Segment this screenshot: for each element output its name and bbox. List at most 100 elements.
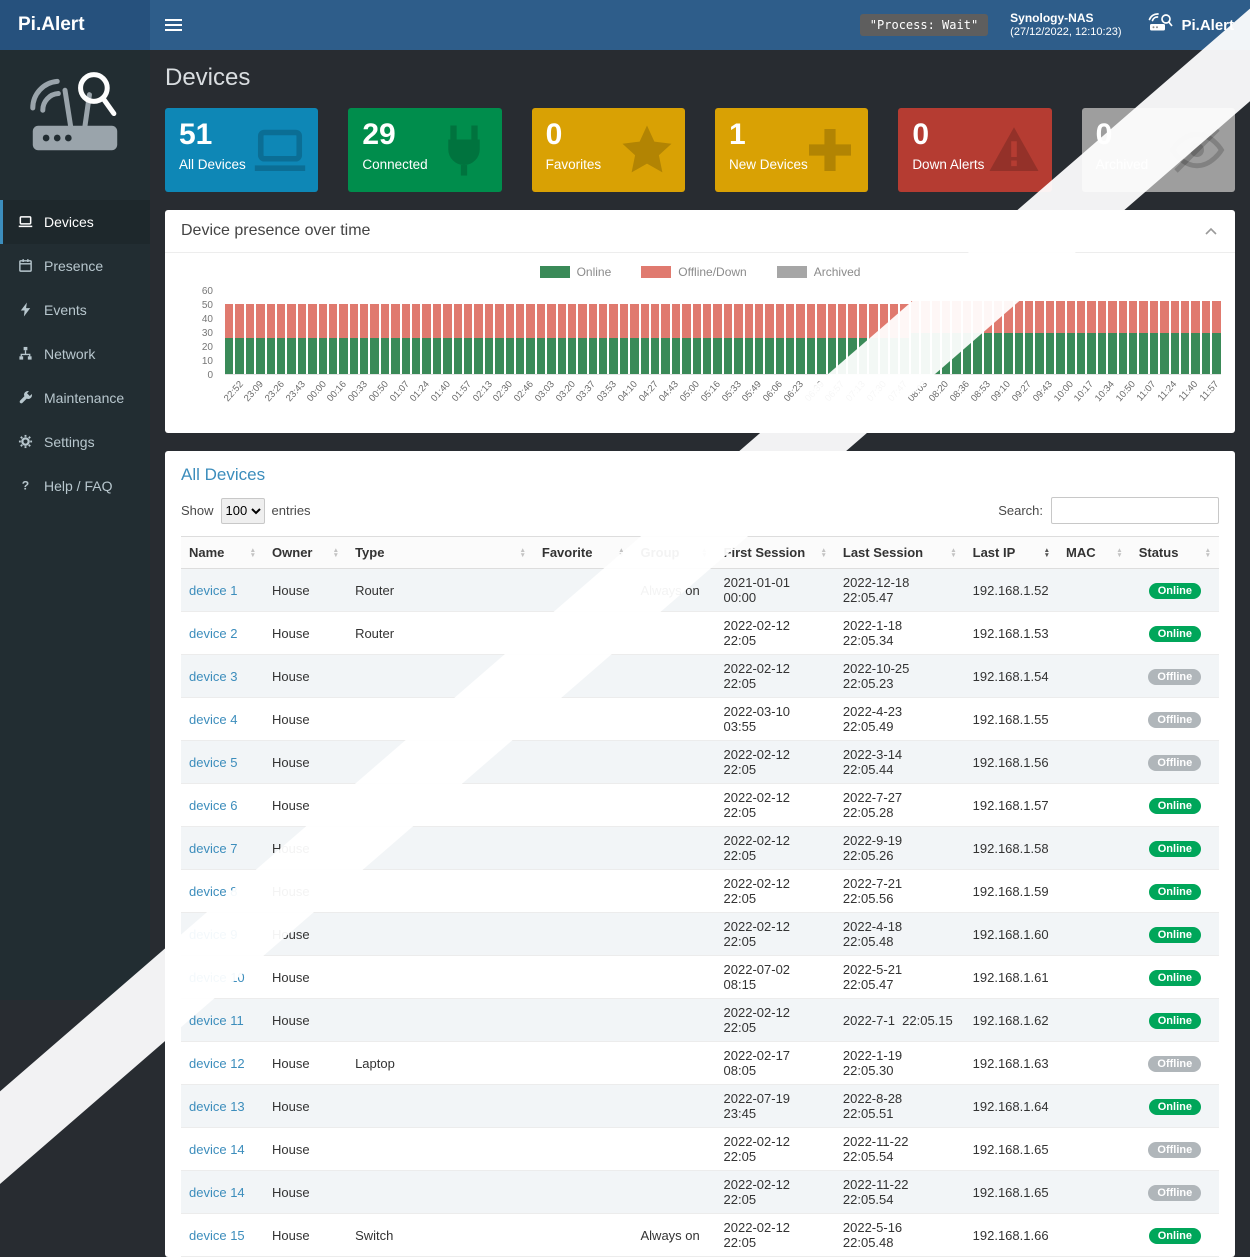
column-header-group[interactable]: Group ▲ ▼ <box>632 536 716 569</box>
app-logo[interactable]: Pi.Alert <box>0 0 150 50</box>
column-header-last-session[interactable]: Last Session ▲ ▼ <box>834 536 965 569</box>
column-header-first-session[interactable]: First Session ▲ ▼ <box>715 536 835 569</box>
cell-name: device 6 <box>181 783 265 827</box>
stat-card-new-devices[interactable]: 1 New Devices <box>714 108 869 192</box>
column-header-label: Type <box>355 545 385 560</box>
cell-type: Router <box>347 611 534 655</box>
cell-type <box>347 912 534 956</box>
chevron-up-icon[interactable] <box>1203 225 1219 237</box>
column-header-name[interactable]: Name ▲ ▼ <box>181 536 265 569</box>
sidebar-item-help-faq[interactable]: ? Help / FAQ <box>0 464 150 508</box>
chart-bar <box>225 304 234 374</box>
star-icon <box>619 122 675 183</box>
x-tick-label: 06:39 <box>802 379 827 405</box>
column-header-status[interactable]: Status ▲ ▼ <box>1130 536 1219 569</box>
chart-bar <box>443 304 452 374</box>
sidebar-item-settings[interactable]: Settings <box>0 420 150 464</box>
table-header-row: Name ▲ ▼ Owner ▲ ▼ Type ▲ ▼ Favorite ▲ ▼ Group ▲ ▼ Firs… <box>181 536 1219 569</box>
device-link[interactable]: device 12 <box>189 1055 245 1071</box>
chart-bar <box>827 304 837 374</box>
x-tick-label: 08:53 <box>968 379 993 405</box>
device-link[interactable]: device 14 <box>189 1184 245 1200</box>
device-link[interactable]: device 11 <box>189 1012 244 1028</box>
navbar-brand[interactable]: Pi.Alert <box>1147 12 1234 38</box>
device-link[interactable]: device 2 <box>189 625 238 641</box>
stat-card-connected[interactable]: 29 Connected <box>348 108 502 192</box>
device-link[interactable]: device 3 <box>189 668 238 684</box>
table-row: device 11 House 2022-02-12 22:05 2022-7-1 2… <box>181 998 1219 1042</box>
chart-bar <box>495 304 504 374</box>
legend-item-online: Online <box>539 265 611 279</box>
cell-last-ip: 192.168.1.56 <box>964 740 1059 784</box>
stat-card-archived[interactable]: 0 Archived <box>1081 108 1235 192</box>
search-input[interactable] <box>1051 497 1219 524</box>
device-link[interactable]: device 15 <box>189 1227 245 1243</box>
chart-bar <box>453 304 462 374</box>
column-header-mac[interactable]: MAC ▲ ▼ <box>1058 536 1131 569</box>
chart-y-axis: 0 10 20 30 40 50 60 <box>179 286 217 381</box>
device-link[interactable]: device 1 <box>189 582 238 598</box>
chart-bar <box>557 304 566 374</box>
cell-mac <box>1058 783 1131 827</box>
x-tick-label: 01:40 <box>429 379 454 405</box>
chart-bar <box>609 304 618 374</box>
y-tick-label: 10 <box>201 356 213 367</box>
x-tick: 23:43 <box>284 375 308 421</box>
cell-favorite <box>533 1041 633 1085</box>
cell-status: Online <box>1130 912 1219 956</box>
x-tick-label: 03:53 <box>595 379 620 405</box>
cell-mac <box>1058 912 1131 956</box>
x-tick-label: 06:06 <box>761 379 786 405</box>
sidebar-item-network[interactable]: Network <box>0 332 150 376</box>
device-link[interactable]: device 4 <box>189 711 238 727</box>
x-tick: 11:07 <box>1135 375 1159 421</box>
column-header-last-ip[interactable]: Last IP ▲ ▼ <box>964 536 1059 569</box>
device-link[interactable]: device 10 <box>189 969 245 985</box>
chart-bar <box>879 304 888 374</box>
sidebar-item-presence[interactable]: Presence <box>0 244 150 288</box>
legend-item-offline-down: Offline/Down <box>641 265 747 279</box>
table-row: device 7 House 2022-02-12 22:05 2022-9-19 2… <box>181 826 1219 870</box>
pialert-logo <box>0 50 150 182</box>
sort-icon: ▲ ▼ <box>1116 546 1123 559</box>
column-header-favorite[interactable]: Favorite ▲ ▼ <box>533 536 633 569</box>
device-link[interactable]: device 8 <box>189 883 238 899</box>
x-tick-label: 00:16 <box>325 379 350 405</box>
chart-bar <box>1170 301 1179 374</box>
stat-card-favorites[interactable]: 0 Favorites <box>531 108 685 192</box>
device-link[interactable]: device 7 <box>189 840 238 856</box>
x-tick-label: 01:57 <box>449 379 474 405</box>
svg-text:?: ? <box>22 479 29 493</box>
cell-favorite <box>533 783 633 827</box>
device-link[interactable]: device 6 <box>189 797 238 813</box>
cell-mac <box>1058 1213 1131 1257</box>
sidebar-item-events[interactable]: Events <box>0 288 150 332</box>
process-status-badge: "Process: Wait" <box>859 14 989 36</box>
cell-last-ip: 192.168.1.65 <box>964 1127 1059 1171</box>
cell-group <box>632 1170 716 1214</box>
device-link[interactable]: device 14 <box>189 1141 245 1157</box>
cell-group <box>632 955 716 999</box>
x-tick-label: 02:13 <box>470 379 495 405</box>
stat-card-down-alerts[interactable]: 0 Down Alerts <box>898 108 1052 192</box>
chart-bar <box>547 304 556 374</box>
chart-bar <box>484 304 494 374</box>
chart-bar <box>287 304 296 374</box>
cell-mac <box>1058 568 1131 612</box>
chart-bar <box>1056 301 1065 374</box>
sidebar-item-maintenance[interactable]: Maintenance <box>0 376 150 420</box>
status-badge: Online <box>1148 926 1201 943</box>
x-tick: 00:50 <box>367 375 391 421</box>
gear-icon <box>18 434 34 450</box>
device-link[interactable]: device 5 <box>189 754 238 770</box>
chart-bar <box>297 304 307 374</box>
entries-select[interactable]: 100 <box>220 497 265 524</box>
sidebar-toggle-button[interactable] <box>150 0 196 50</box>
sidebar-item-devices[interactable]: Devices <box>0 200 150 244</box>
device-link[interactable]: device 9 <box>189 926 238 942</box>
column-header-owner[interactable]: Owner ▲ ▼ <box>264 536 348 569</box>
stat-card-all-devices[interactable]: 51 All Devices <box>165 108 319 192</box>
device-link[interactable]: device 13 <box>189 1098 245 1114</box>
column-header-type[interactable]: Type ▲ ▼ <box>347 536 534 569</box>
x-tick: 08:36 <box>948 375 972 421</box>
